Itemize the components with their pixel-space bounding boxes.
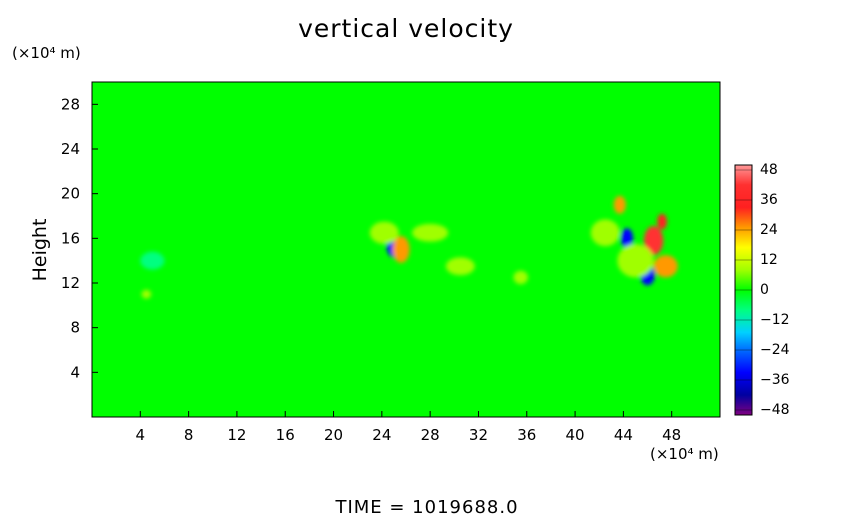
velocity-feature [392, 236, 410, 263]
x-tick-label: 44 [614, 426, 633, 444]
plot-frame [91, 81, 721, 418]
colorbar [734, 164, 753, 416]
x-axis-unit: (×10⁴ m) [650, 445, 719, 463]
velocity-feature [613, 195, 626, 214]
y-tick-label: 12 [61, 274, 80, 292]
x-tick-label: 4 [136, 426, 146, 444]
y-tick-label: 28 [61, 95, 80, 113]
velocity-feature [643, 226, 664, 256]
y-tick-label: 4 [70, 363, 80, 381]
colorbar-label: −36 [760, 372, 790, 388]
velocity-feature [653, 255, 678, 278]
velocity-feature [513, 270, 528, 285]
chart-title: vertical velocity [298, 14, 514, 43]
velocity-feature [369, 221, 399, 244]
y-tick-label: 20 [61, 185, 80, 203]
x-tick-label: 28 [421, 426, 440, 444]
x-tick-label: 16 [276, 426, 295, 444]
colorbar-label: 0 [760, 282, 769, 298]
x-tick-label: 32 [469, 426, 488, 444]
x-tick-label: 36 [517, 426, 536, 444]
velocity-feature [590, 219, 620, 247]
x-tick-label: 8 [184, 426, 194, 444]
colorbar-label: 36 [760, 192, 778, 208]
velocity-feature [141, 289, 152, 299]
colorbar-label: 12 [760, 252, 778, 268]
time-label: TIME = 1019688.0 [335, 497, 519, 518]
colorbar-label: 48 [760, 162, 778, 178]
velocity-feature [617, 243, 654, 278]
x-tick-label: 12 [227, 426, 246, 444]
y-axis-unit: (×10⁴ m) [12, 44, 81, 62]
y-tick-label: 24 [61, 140, 80, 158]
x-tick-label: 20 [324, 426, 343, 444]
velocity-feature [620, 228, 634, 249]
colorbar-label: −24 [760, 342, 790, 358]
x-tick-label: 40 [566, 426, 585, 444]
velocity-feature [412, 223, 449, 242]
x-tick-label: 48 [662, 426, 681, 444]
y-tick-label: 16 [61, 229, 80, 247]
colorbar-label: −12 [760, 312, 790, 328]
velocity-feature [140, 251, 165, 270]
x-tick-label: 24 [372, 426, 391, 444]
colorbar-label: −48 [760, 402, 790, 418]
velocity-feature [445, 257, 475, 276]
y-tick-label: 8 [70, 319, 80, 337]
velocity-feature [657, 213, 667, 230]
colorbar-label: 24 [760, 222, 778, 238]
